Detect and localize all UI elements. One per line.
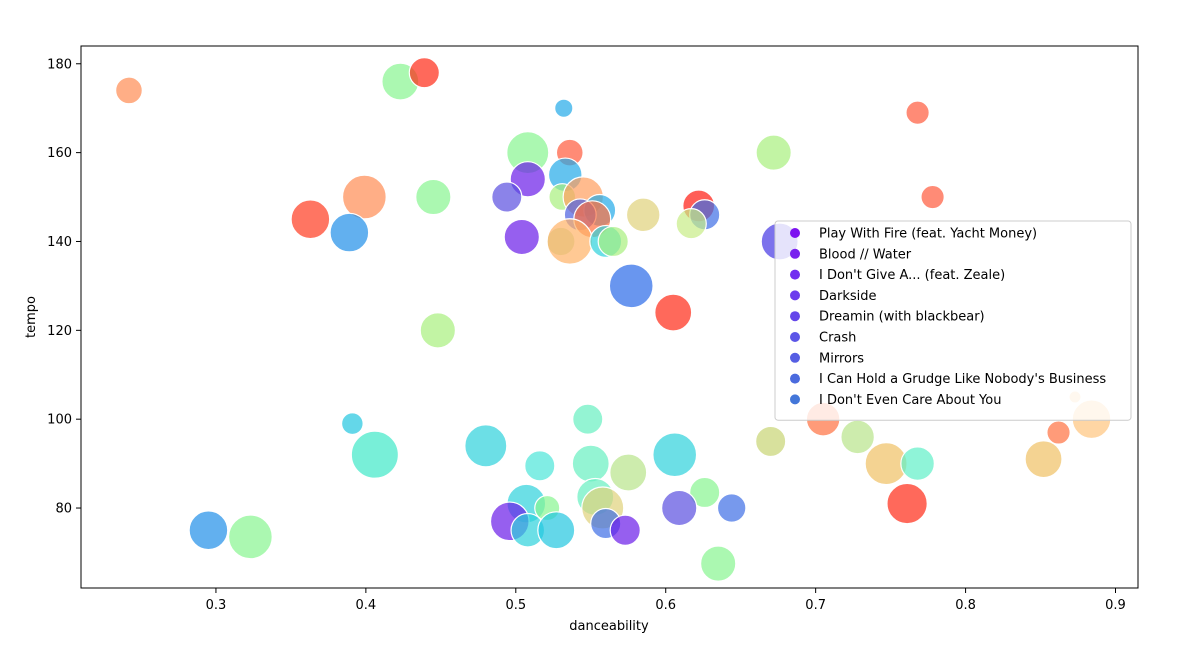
legend-label: I Don't Even Care About You xyxy=(819,393,1001,408)
x-tick-label: 0.3 xyxy=(206,598,227,613)
bubble-layer xyxy=(115,57,1112,582)
data-point xyxy=(609,514,641,546)
legend-marker xyxy=(790,394,800,405)
data-point xyxy=(503,218,540,256)
data-point xyxy=(537,511,576,550)
data-point xyxy=(572,403,604,435)
data-point xyxy=(329,212,370,253)
data-point xyxy=(905,100,930,125)
data-point xyxy=(188,510,229,551)
y-tick-label: 100 xyxy=(47,413,72,428)
plot-frame xyxy=(80,45,1139,589)
data-point xyxy=(654,293,693,332)
x-axis-label: danceability xyxy=(569,619,649,634)
data-point xyxy=(340,412,364,436)
data-point xyxy=(689,476,721,509)
data-point xyxy=(840,419,875,455)
legend-box xyxy=(774,220,1132,421)
data-point xyxy=(350,430,400,479)
x-axis: 0.3 0.4 0.5 0.6 0.7 0.8 0.9 xyxy=(206,588,1126,613)
x-tick-label: 0.8 xyxy=(955,598,976,613)
y-axis-label: tempo xyxy=(24,296,39,338)
legend-marker xyxy=(790,269,800,280)
data-point xyxy=(755,425,787,458)
y-tick-label: 140 xyxy=(47,235,72,250)
legend-label: Crash xyxy=(819,331,856,346)
x-tick-label: 0.5 xyxy=(505,598,526,613)
data-point xyxy=(464,424,508,468)
data-point xyxy=(625,197,661,233)
legend-label: Blood // Water xyxy=(819,247,912,262)
legend-label: Mirrors xyxy=(819,351,864,366)
data-point xyxy=(408,57,440,89)
legend-label: Dreamin (with blackbear) xyxy=(819,310,985,325)
data-point xyxy=(341,174,387,220)
data-point xyxy=(1024,440,1063,479)
legend-marker xyxy=(790,248,800,259)
data-point xyxy=(716,493,747,523)
data-point xyxy=(491,181,523,213)
data-point xyxy=(290,199,331,240)
legend-label: Play With Fire (feat. Yacht Money) xyxy=(819,227,1037,242)
legend-label: I Don't Give A... (feat. Zeale) xyxy=(819,268,1005,283)
legend-label: I Can Hold a Grudge Like Nobody's Busine… xyxy=(819,372,1106,387)
data-point xyxy=(227,514,273,560)
y-axis: 80 100 120 140 160 180 xyxy=(47,57,81,517)
legend-marker xyxy=(790,332,800,342)
data-point xyxy=(524,450,556,482)
data-point xyxy=(755,134,792,171)
data-point xyxy=(886,482,928,525)
data-point xyxy=(900,446,935,481)
data-point xyxy=(675,208,707,240)
data-point xyxy=(419,312,457,349)
data-point xyxy=(661,489,698,527)
x-tick-label: 0.4 xyxy=(356,598,377,613)
data-point xyxy=(597,225,629,258)
y-tick-label: 180 xyxy=(47,57,72,72)
x-tick-label: 0.9 xyxy=(1105,598,1126,613)
data-point xyxy=(1046,420,1071,445)
data-point xyxy=(415,178,452,216)
legend-marker xyxy=(790,352,800,363)
data-point xyxy=(920,184,945,210)
data-point xyxy=(546,218,594,265)
data-point xyxy=(609,453,648,492)
legend-label: Darkside xyxy=(819,289,876,304)
data-point xyxy=(608,263,654,309)
legend-marker xyxy=(790,228,800,238)
y-tick-label: 80 xyxy=(55,502,72,517)
data-point xyxy=(554,98,574,118)
legend-marker xyxy=(790,311,800,322)
legend-marker xyxy=(790,290,800,301)
y-tick-label: 120 xyxy=(47,324,72,339)
legend-marker xyxy=(790,373,800,384)
legend: Play With Fire (feat. Yacht Money) Blood … xyxy=(774,220,1132,421)
x-tick-label: 0.6 xyxy=(655,598,676,613)
data-point xyxy=(571,444,610,483)
x-tick-label: 0.7 xyxy=(805,598,826,613)
data-point xyxy=(652,432,698,478)
data-point xyxy=(699,545,737,582)
data-point xyxy=(115,76,143,105)
y-tick-label: 160 xyxy=(47,146,72,161)
